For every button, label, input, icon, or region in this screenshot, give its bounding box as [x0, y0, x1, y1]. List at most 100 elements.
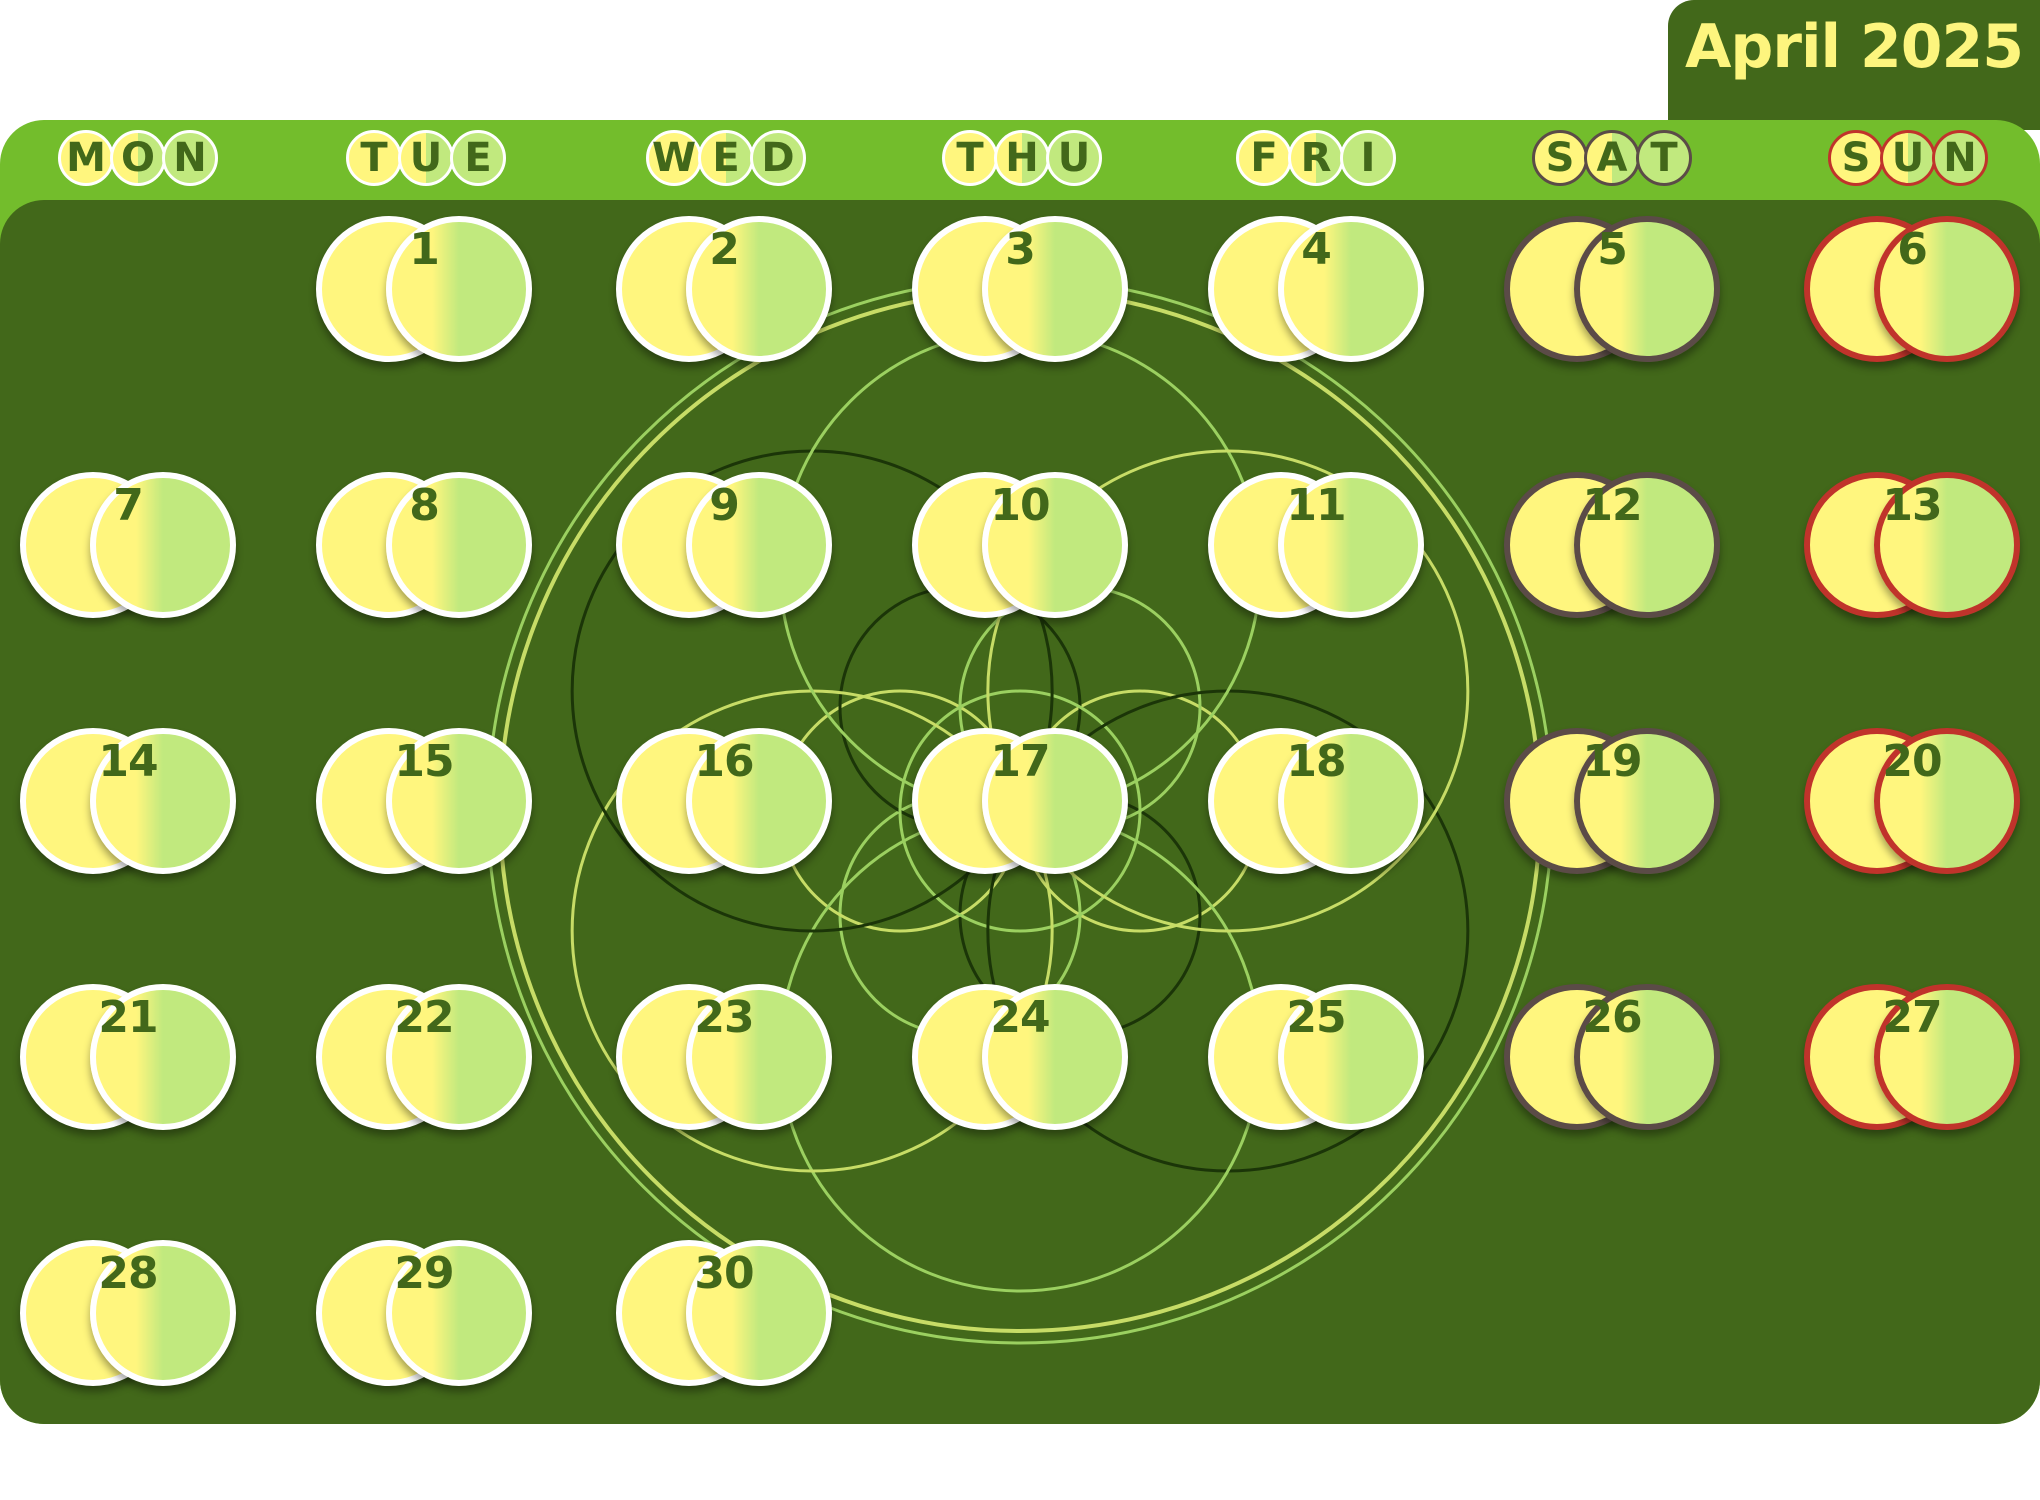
day-number: 14	[98, 736, 158, 787]
day-circle-right	[90, 728, 236, 874]
day-number: 21	[98, 992, 158, 1043]
weekday-letter: D	[750, 130, 806, 186]
weekday-mon: M O N	[58, 130, 218, 192]
day-number: 13	[1882, 480, 1942, 531]
weekday-letter: E	[698, 130, 754, 186]
day-cell[interactable]: 4	[1208, 216, 1424, 362]
day-cell[interactable]: 1	[316, 216, 532, 362]
day-number: 27	[1882, 992, 1942, 1043]
day-cell[interactable]: 11	[1208, 472, 1424, 618]
weekday-letter: S	[1828, 130, 1884, 186]
weekday-sat: S A T	[1532, 130, 1692, 192]
day-cell[interactable]: 19	[1504, 728, 1720, 874]
pattern-circle	[898, 689, 1142, 933]
day-cell[interactable]: 5	[1504, 216, 1720, 362]
weekday-letter: N	[1932, 130, 1988, 186]
day-circle-right	[686, 1240, 832, 1386]
day-number: 10	[990, 480, 1050, 531]
day-number: 6	[1897, 224, 1928, 275]
day-circle-right	[686, 984, 832, 1130]
weekday-letter: T	[346, 130, 402, 186]
day-circle-right	[686, 728, 832, 874]
month-tab: April 2025	[1668, 0, 2040, 130]
weekday-letter: U	[1880, 130, 1936, 186]
day-number: 23	[694, 992, 754, 1043]
day-number: 15	[394, 736, 454, 787]
day-circle-right	[982, 984, 1128, 1130]
weekday-wed: W E D	[646, 130, 806, 192]
day-number: 20	[1882, 736, 1942, 787]
day-number: 1	[409, 224, 440, 275]
day-cell[interactable]: 29	[316, 1240, 532, 1386]
day-number: 8	[409, 480, 440, 531]
weekday-letter: M	[58, 130, 114, 186]
day-number: 25	[1286, 992, 1346, 1043]
day-number: 17	[990, 736, 1050, 787]
day-cell[interactable]: 23	[616, 984, 832, 1130]
day-cell[interactable]: 24	[912, 984, 1128, 1130]
weekday-letter: H	[994, 130, 1050, 186]
day-circle-right	[1574, 472, 1720, 618]
day-cell[interactable]: 22	[316, 984, 532, 1130]
day-cell[interactable]: 28	[20, 1240, 236, 1386]
month-title: April 2025	[1685, 12, 2024, 82]
weekday-header: M O N T U E W E D T H U F R I S A T	[0, 120, 2040, 200]
day-number: 30	[694, 1248, 754, 1299]
day-cell[interactable]: 9	[616, 472, 832, 618]
day-circle-right	[686, 472, 832, 618]
day-circle-right	[1278, 216, 1424, 362]
weekday-letter: I	[1340, 130, 1396, 186]
day-circle-right	[386, 984, 532, 1130]
weekday-letter: T	[942, 130, 998, 186]
day-cell[interactable]: 14	[20, 728, 236, 874]
day-circle-right	[1874, 216, 2020, 362]
day-cell[interactable]: 26	[1504, 984, 1720, 1130]
weekday-tue: T U E	[346, 130, 506, 192]
day-number: 16	[694, 736, 754, 787]
day-number: 4	[1301, 224, 1332, 275]
day-number: 26	[1582, 992, 1642, 1043]
day-cell[interactable]: 6	[1804, 216, 2020, 362]
day-circle-right	[1874, 472, 2020, 618]
day-cell[interactable]: 7	[20, 472, 236, 618]
day-cell[interactable]: 16	[616, 728, 832, 874]
day-number: 3	[1005, 224, 1036, 275]
day-cell[interactable]: 20	[1804, 728, 2020, 874]
day-circle-right	[686, 216, 832, 362]
day-circle-right	[1574, 728, 1720, 874]
weekday-fri: F R I	[1236, 130, 1396, 192]
weekday-letter: T	[1636, 130, 1692, 186]
day-cell[interactable]: 12	[1504, 472, 1720, 618]
day-number: 5	[1597, 224, 1628, 275]
day-number: 2	[709, 224, 740, 275]
day-number: 7	[113, 480, 144, 531]
day-cell[interactable]: 10	[912, 472, 1128, 618]
day-cell[interactable]: 30	[616, 1240, 832, 1386]
weekday-letter: N	[162, 130, 218, 186]
day-cell[interactable]: 8	[316, 472, 532, 618]
weekday-letter: S	[1532, 130, 1588, 186]
day-number: 28	[98, 1248, 158, 1299]
day-cell[interactable]: 15	[316, 728, 532, 874]
day-circle-right	[90, 1240, 236, 1386]
day-cell[interactable]: 3	[912, 216, 1128, 362]
day-number: 12	[1582, 480, 1642, 531]
pattern-circle	[986, 449, 1470, 933]
weekday-letter: W	[646, 130, 702, 186]
day-circle-right	[982, 472, 1128, 618]
day-cell[interactable]: 27	[1804, 984, 2020, 1130]
day-circle-right	[386, 1240, 532, 1386]
weekday-letter: U	[1046, 130, 1102, 186]
day-circle-right	[1278, 728, 1424, 874]
day-cell[interactable]: 13	[1804, 472, 2020, 618]
day-circle-right	[1278, 984, 1424, 1130]
day-cell[interactable]: 17	[912, 728, 1128, 874]
day-circle-right	[90, 472, 236, 618]
day-cell[interactable]: 2	[616, 216, 832, 362]
day-cell[interactable]: 18	[1208, 728, 1424, 874]
day-cell[interactable]: 21	[20, 984, 236, 1130]
calendar-panel: M O N T U E W E D T H U F R I S A T	[0, 120, 2040, 1424]
day-cell[interactable]: 25	[1208, 984, 1424, 1130]
day-circle-right	[1574, 984, 1720, 1130]
day-circle-right	[1574, 216, 1720, 362]
